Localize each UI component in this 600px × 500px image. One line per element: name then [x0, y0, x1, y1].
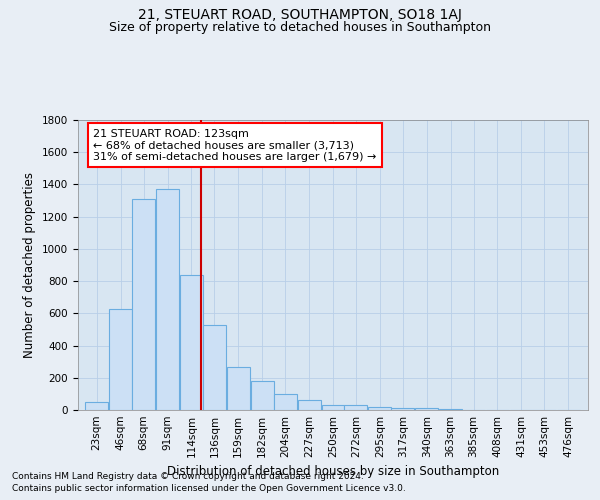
Bar	[391, 408, 414, 410]
Bar	[85, 402, 108, 410]
Bar	[415, 408, 438, 410]
Bar	[109, 308, 132, 410]
Text: 21, STEUART ROAD, SOUTHAMPTON, SO18 1AJ: 21, STEUART ROAD, SOUTHAMPTON, SO18 1AJ	[138, 8, 462, 22]
Bar	[368, 407, 391, 410]
Text: Contains public sector information licensed under the Open Government Licence v3: Contains public sector information licen…	[12, 484, 406, 493]
Bar	[156, 190, 179, 410]
Bar	[439, 409, 462, 410]
Text: 21 STEUART ROAD: 123sqm
← 68% of detached houses are smaller (3,713)
31% of semi: 21 STEUART ROAD: 123sqm ← 68% of detache…	[94, 128, 377, 162]
Bar	[251, 381, 274, 410]
Bar	[322, 405, 344, 410]
Bar	[180, 274, 203, 410]
Text: Size of property relative to detached houses in Southampton: Size of property relative to detached ho…	[109, 21, 491, 34]
Bar	[344, 405, 367, 410]
Bar	[203, 324, 226, 410]
Bar	[227, 366, 250, 410]
Y-axis label: Number of detached properties: Number of detached properties	[23, 172, 37, 358]
Text: Contains HM Land Registry data © Crown copyright and database right 2024.: Contains HM Land Registry data © Crown c…	[12, 472, 364, 481]
Bar	[274, 394, 296, 410]
Bar	[132, 199, 155, 410]
Bar	[298, 400, 320, 410]
X-axis label: Distribution of detached houses by size in Southampton: Distribution of detached houses by size …	[167, 466, 499, 478]
